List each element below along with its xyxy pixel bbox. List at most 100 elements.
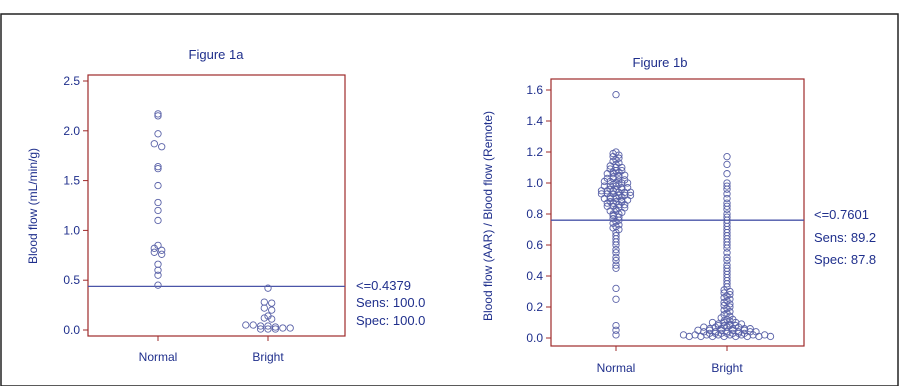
data-point <box>723 160 731 169</box>
y-tick-label: 0.0 <box>526 331 543 345</box>
data-point <box>752 328 760 336</box>
data-point <box>612 331 620 339</box>
data-point <box>612 295 620 303</box>
specificity-annotation: Spec: 87.8 <box>814 252 876 267</box>
data-point <box>271 325 280 333</box>
data-point <box>723 170 731 178</box>
data-point <box>723 190 731 198</box>
data-point <box>612 284 620 293</box>
data-point <box>723 210 731 218</box>
data-point <box>256 325 265 333</box>
x-tick-label: Bright <box>252 350 284 364</box>
y-tick-label: 2.0 <box>63 124 80 138</box>
data-point <box>723 253 731 262</box>
data-point <box>154 163 162 171</box>
data-point <box>612 245 620 254</box>
data-point <box>612 91 620 99</box>
y-axis-label: Blood flow (AAR) / Blood flow (Remote) <box>481 111 495 321</box>
data-point <box>612 256 620 265</box>
y-tick-label: 1.0 <box>63 223 80 237</box>
cutoff-annotation: <=0.4379 <box>356 278 411 293</box>
data-point <box>612 253 620 262</box>
data-point <box>264 325 272 333</box>
data-point <box>264 312 272 320</box>
y-tick-label: 2.5 <box>63 74 80 88</box>
data-point <box>737 320 746 328</box>
data-point <box>260 304 268 312</box>
data-point <box>154 260 162 268</box>
data-point <box>766 332 775 341</box>
panel-figure-1b: Figure 1b Blood flow (AAR) / Blood flow … <box>481 55 876 375</box>
data-point <box>723 261 731 269</box>
data-point <box>621 176 629 184</box>
x-tick-label: Bright <box>711 361 743 375</box>
data-point <box>623 183 632 192</box>
data-point <box>615 191 623 200</box>
data-point <box>154 181 162 190</box>
data-point <box>154 164 162 173</box>
data-point <box>723 213 731 221</box>
data-point <box>746 325 754 333</box>
data-point <box>158 246 166 254</box>
data-point <box>723 249 731 257</box>
data-point <box>612 232 620 240</box>
plot-area <box>550 78 805 347</box>
chart-title: Figure 1b <box>633 55 688 70</box>
data-point <box>726 303 734 311</box>
data-point <box>154 198 162 207</box>
y-tick-label: 0.8 <box>526 207 543 221</box>
y-tick-label: 1.5 <box>63 174 80 188</box>
data-point <box>158 250 166 258</box>
data-point <box>249 321 257 329</box>
data-point <box>154 110 162 118</box>
data-point <box>615 154 623 162</box>
data-point <box>626 191 635 200</box>
y-tick-label: 1.0 <box>526 176 543 190</box>
data-point <box>264 284 272 292</box>
data-point <box>612 326 620 334</box>
data-point <box>723 152 731 161</box>
figure-border <box>0 13 899 386</box>
data-point <box>264 322 272 330</box>
data-point <box>158 143 166 151</box>
sensitivity-annotation: Sens: 100.0 <box>356 295 425 310</box>
data-point <box>154 281 162 289</box>
data-point <box>615 204 623 212</box>
data-point <box>154 271 162 279</box>
data-point <box>150 248 158 256</box>
x-tick-label: Normal <box>139 350 178 364</box>
data-point <box>256 322 265 330</box>
data-point <box>260 314 268 322</box>
y-axis-label: Blood flow (mL/min/g) <box>26 148 40 264</box>
data-point <box>150 140 158 148</box>
data-point <box>618 166 626 175</box>
data-point <box>606 197 614 206</box>
data-point <box>723 179 731 187</box>
data-point <box>597 190 606 198</box>
data-point <box>723 182 731 190</box>
data-point <box>154 216 162 225</box>
data-point <box>612 321 620 330</box>
plot-area <box>87 74 346 337</box>
data-point <box>723 264 731 272</box>
data-point <box>154 241 162 249</box>
y-tick-label: 0.2 <box>526 300 543 314</box>
specificity-annotation: Spec: 100.0 <box>356 313 425 328</box>
data-point <box>723 194 731 203</box>
y-tick-label: 0.6 <box>526 238 543 252</box>
data-point <box>154 112 162 120</box>
chart-title: Figure 1a <box>189 47 245 62</box>
data-point <box>621 191 629 200</box>
y-tick-label: 0.4 <box>526 269 543 283</box>
sensitivity-annotation: Sens: 89.2 <box>814 230 876 245</box>
data-point <box>268 306 276 314</box>
y-tick-label: 0.0 <box>63 323 80 337</box>
y-tick-label: 0.5 <box>63 273 80 287</box>
data-point <box>621 204 629 212</box>
data-point <box>615 176 623 184</box>
data-point <box>723 202 731 210</box>
data-point <box>154 206 162 215</box>
data-point <box>286 324 294 332</box>
cutoff-annotation: <=0.7601 <box>814 207 869 222</box>
